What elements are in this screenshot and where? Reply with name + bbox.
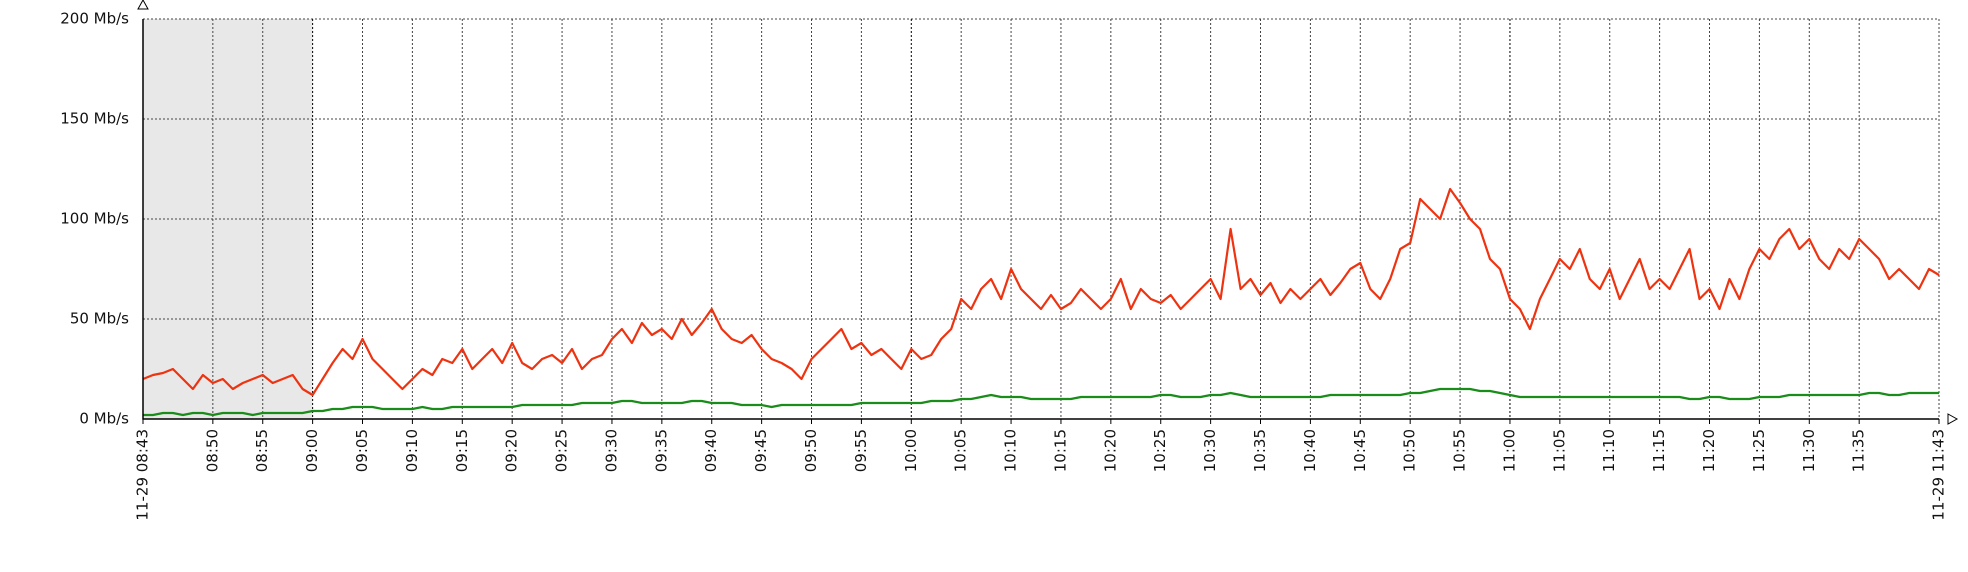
y-tick-label: 150 Mb/s bbox=[60, 110, 129, 128]
x-tick-label: 08:50 bbox=[203, 429, 221, 472]
x-tick-label: 11:20 bbox=[1700, 429, 1718, 472]
y-tick-label: 0 Mb/s bbox=[79, 410, 129, 428]
x-tick-label: 11:10 bbox=[1600, 429, 1618, 472]
x-tick-label: 10:55 bbox=[1451, 429, 1469, 472]
x-tick-label: 10:25 bbox=[1151, 429, 1169, 472]
x-tick-label: 10:45 bbox=[1351, 429, 1369, 472]
y-tick-label: 200 Mb/s bbox=[60, 10, 129, 28]
x-tick-label: 09:10 bbox=[403, 429, 421, 472]
x-tick-label: 09:50 bbox=[802, 429, 820, 472]
x-tick-label: 09:35 bbox=[652, 429, 670, 472]
plot-area bbox=[142, 18, 1940, 420]
x-tick-label: 08:55 bbox=[253, 429, 271, 472]
x-tick-label: 10:40 bbox=[1301, 429, 1319, 472]
x-tick-label: 10:20 bbox=[1101, 429, 1119, 472]
x-tick-label: 10:10 bbox=[1002, 429, 1020, 472]
x-tick-label: 10:50 bbox=[1401, 429, 1419, 472]
series-line bbox=[142, 187, 1940, 397]
x-tick-label: 09:25 bbox=[553, 429, 571, 472]
x-tick-label: 09:30 bbox=[602, 429, 620, 472]
x-tick-label: 11:30 bbox=[1800, 429, 1818, 472]
x-tick-label: 09:20 bbox=[503, 429, 521, 472]
x-tick-label: 10:05 bbox=[952, 429, 970, 472]
x-tick-label: 11:05 bbox=[1550, 429, 1568, 472]
x-tick-label: 09:45 bbox=[752, 429, 770, 472]
x-tick-label: 09:00 bbox=[303, 429, 321, 472]
x-tick-label: 11:15 bbox=[1650, 429, 1668, 472]
x-tick-label: 10:30 bbox=[1201, 429, 1219, 472]
x-tick-label: 09:40 bbox=[702, 429, 720, 472]
x-tick-label: 11:00 bbox=[1500, 429, 1518, 472]
y-tick-label: 50 Mb/s bbox=[70, 310, 129, 328]
y-tick-label: 100 Mb/s bbox=[60, 210, 129, 228]
y-axis-arrow bbox=[137, 0, 149, 10]
x-tick-label: 09:15 bbox=[453, 429, 471, 472]
x-tick-label: 09:05 bbox=[353, 429, 371, 472]
x-tick-label: 10:00 bbox=[902, 429, 920, 472]
x-tick-label: 10:35 bbox=[1251, 429, 1269, 472]
x-tick-label: 10:15 bbox=[1051, 429, 1069, 472]
x-tick-label: 11:35 bbox=[1850, 429, 1868, 472]
series-line bbox=[143, 387, 1939, 417]
x-tick-label: 11:25 bbox=[1750, 429, 1768, 472]
x-tick-label: 11-29 11:43 bbox=[1930, 429, 1948, 521]
x-tick-label: 09:55 bbox=[852, 429, 870, 472]
x-axis-arrow bbox=[1947, 413, 1959, 425]
x-tick-label: 11-29 08:43 bbox=[134, 429, 152, 521]
